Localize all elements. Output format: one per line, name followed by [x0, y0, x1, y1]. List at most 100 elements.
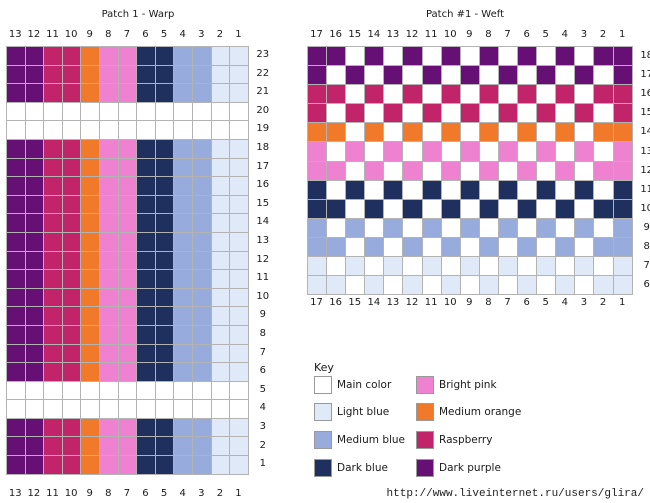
key-label: Medium orange [439, 406, 522, 418]
warp-cell [7, 195, 25, 214]
warp-cell [118, 195, 137, 214]
warp-cell [62, 456, 81, 474]
column-label: 10 [443, 29, 457, 40]
warp-cell [62, 381, 81, 400]
warp-cell [137, 381, 155, 400]
column-label: 11 [46, 488, 59, 499]
weft-cell [479, 104, 498, 123]
weft-cell [518, 142, 537, 161]
warp-cell [81, 325, 99, 344]
warp-cell [62, 288, 81, 307]
warp-cell [81, 158, 99, 177]
weft-cell [498, 257, 518, 276]
weft-cell [308, 104, 327, 123]
warp-cell [44, 251, 62, 270]
warp-cell [81, 456, 99, 474]
warp-cell [230, 195, 248, 214]
weft-cell [327, 47, 346, 66]
column-label: 17 [310, 29, 323, 40]
warp-cell [99, 288, 118, 307]
column-label: 11 [46, 29, 59, 40]
weft-cell [537, 161, 556, 180]
column-label: 12 [27, 488, 41, 499]
weft-cell [441, 218, 460, 237]
warp-cell [230, 437, 248, 456]
column-label: 3 [580, 29, 588, 40]
weft-cell [422, 104, 441, 123]
weft-cell [575, 104, 594, 123]
weft-cell [346, 237, 365, 257]
warp-cell [62, 232, 81, 251]
weft-cell [575, 142, 594, 161]
warp-cell [62, 363, 81, 381]
warp-cell [192, 195, 211, 214]
weft-cell [460, 66, 479, 85]
weft-cell [613, 123, 632, 142]
warp-cell [62, 158, 81, 177]
weft-cell [479, 161, 498, 180]
row-label: 1 [259, 458, 266, 470]
row-label: 14 [256, 216, 270, 228]
warp-cell [44, 139, 62, 158]
weft-cell [403, 123, 422, 142]
weft-cell [422, 257, 441, 276]
weft-cell [308, 276, 327, 295]
warp-cell [99, 195, 118, 214]
column-label: 1 [235, 488, 242, 499]
warp-cell [155, 139, 174, 158]
warp-grid [6, 46, 249, 475]
warp-cell [174, 456, 192, 474]
key-swatch [314, 376, 332, 394]
weft-cell [613, 257, 632, 276]
weft-cell [613, 85, 632, 104]
weft-cell [384, 66, 403, 85]
warp-cell [7, 158, 25, 177]
warp-cell [137, 456, 155, 474]
warp-cell [137, 288, 155, 307]
warp-cell [7, 325, 25, 344]
warp-cell [25, 307, 44, 325]
column-label: 5 [160, 29, 168, 40]
warp-cell [155, 121, 174, 139]
row-label: 18 [256, 142, 270, 153]
warp-cell [62, 307, 81, 325]
weft-cell [422, 218, 441, 237]
warp-cell [192, 437, 211, 456]
warp-cell [7, 84, 25, 102]
warp-cell [174, 270, 192, 288]
warp-cell [230, 344, 248, 363]
column-label: 3 [198, 29, 205, 40]
warp-cell [25, 456, 44, 474]
warp-cell [25, 84, 44, 102]
warp-cell [99, 456, 118, 474]
weft-cell [365, 276, 384, 295]
weft-cell [346, 123, 365, 142]
weft-cell [308, 85, 327, 104]
weft-cell [537, 142, 556, 161]
weft-cell [594, 161, 613, 180]
weft-cell [479, 199, 498, 218]
warp-cell [81, 177, 99, 195]
weft-cell [575, 199, 594, 218]
weft-cell [403, 142, 422, 161]
weft-cell [384, 180, 403, 199]
warp-cell [211, 363, 230, 381]
weft-cell [575, 257, 594, 276]
weft-cell [308, 161, 327, 180]
warp-cell [230, 158, 248, 177]
row-label: 19 [256, 123, 270, 135]
row-label: 8 [259, 328, 266, 339]
row-label: 22 [256, 67, 270, 79]
warp-cell [137, 177, 155, 195]
warp-cell [192, 288, 211, 307]
weft-cell [308, 66, 327, 85]
weft-cell [594, 142, 613, 161]
warp-cell [211, 214, 230, 232]
warp-cell [25, 232, 44, 251]
weft-cell [403, 161, 422, 180]
warp-cell [174, 232, 192, 251]
warp-cell [155, 251, 174, 270]
warp-cell [44, 270, 62, 288]
column-label: 7 [123, 29, 131, 40]
warp-cell [81, 344, 99, 363]
